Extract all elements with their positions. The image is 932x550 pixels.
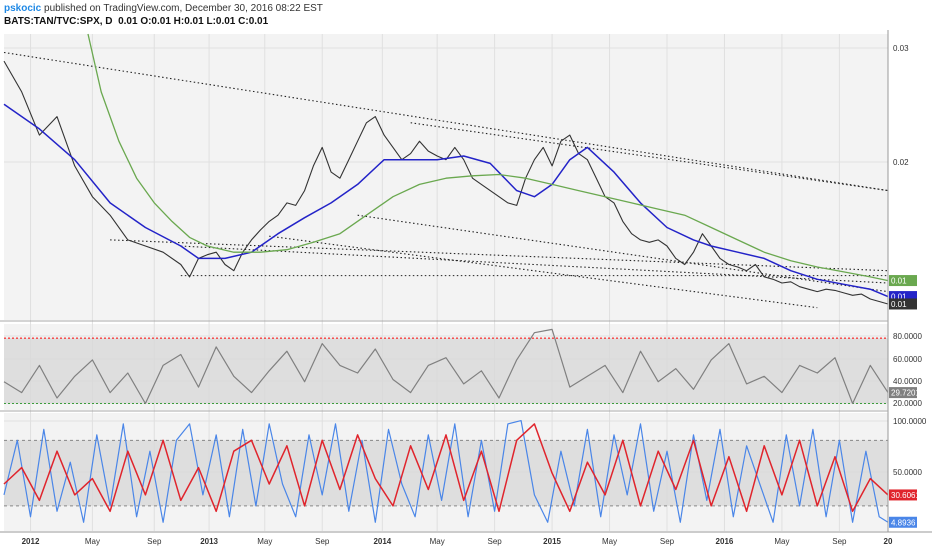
tag-value: 0.01 <box>891 300 907 309</box>
symbol-label: BATS:TAN/TVC:SPX, D <box>4 16 113 27</box>
stoch-k-line[interactable] <box>3 420 889 523</box>
ma-fast-line[interactable] <box>3 103 889 298</box>
last-value-tag: 0.01 <box>889 298 917 310</box>
tag-value: 0.01 <box>891 293 907 302</box>
price-axis[interactable]: 0.03 0.02 80.0000 60.0000 40.0000 20.0000 100.… <box>893 44 927 477</box>
trendlines <box>3 51 889 309</box>
last-value-tag: 4.8936 <box>889 516 917 528</box>
y-tick-label: 40.0000 <box>893 377 922 386</box>
x-tick-label: Sep <box>660 537 675 546</box>
x-tick-label: Sep <box>315 537 330 546</box>
price-line[interactable] <box>3 60 889 305</box>
trendline[interactable] <box>269 235 818 309</box>
publish-info: published on TradingView.com, December 3… <box>41 3 323 14</box>
y-tick-label: 80.0000 <box>893 332 922 341</box>
y-tick-label: 60.0000 <box>893 355 922 364</box>
tag-box <box>889 489 917 501</box>
x-tick-label: 2013 <box>200 537 218 546</box>
x-tick-label: 20 <box>884 537 893 546</box>
publish-line: pskocic published on TradingView.com, De… <box>4 2 323 15</box>
chart-header: pskocic published on TradingView.com, De… <box>4 2 323 28</box>
tag-box <box>889 291 917 303</box>
trendline[interactable] <box>3 51 889 192</box>
band-fill <box>4 338 888 404</box>
ohlc-values: 0.01 O:0.01 H:0.01 L:0.01 C:0.01 <box>118 16 269 27</box>
x-tick-label: May <box>430 537 445 546</box>
tag-value: 29.7201 <box>891 389 920 398</box>
y-tick-label: 0.03 <box>893 44 909 53</box>
y-tick-label: 0.02 <box>893 158 909 167</box>
ma-slow-line[interactable] <box>87 33 889 282</box>
tag-box <box>889 516 917 528</box>
tag-value: 30.6061 <box>891 491 920 500</box>
tag-box <box>889 275 917 287</box>
x-tick-label: May <box>602 537 617 546</box>
trendline[interactable] <box>110 239 889 272</box>
last-value-tag: 0.01 <box>889 275 917 287</box>
tag-value: 4.8936 <box>891 518 916 527</box>
x-tick-label: 2012 <box>22 537 40 546</box>
tag-value: 0.01 <box>891 277 907 286</box>
x-tick-label: 2015 <box>543 537 561 546</box>
x-tick-label: 2014 <box>373 537 391 546</box>
series-lines <box>3 33 889 523</box>
x-tick-label: May <box>85 537 100 546</box>
y-tick-label: 50.0000 <box>893 468 922 477</box>
last-value-tag: 29.7201 <box>889 387 920 399</box>
trendline[interactable] <box>410 122 889 192</box>
last-value-tag: 0.01 <box>889 291 917 303</box>
stoch-d-line[interactable] <box>3 423 889 513</box>
x-tick-label: Sep <box>147 537 162 546</box>
y-tick-label: 20.0000 <box>893 399 922 408</box>
tag-box <box>889 387 917 399</box>
time-axis[interactable]: 2012 May Sep 2013 May Sep 2014 May Sep 2015 May Sep… <box>22 537 893 546</box>
x-tick-label: May <box>774 537 789 546</box>
x-tick-label: 2016 <box>716 537 734 546</box>
rsi-line[interactable] <box>3 328 889 405</box>
trendline[interactable] <box>357 214 889 293</box>
tag-box <box>889 298 917 310</box>
symbol-line: BATS:TAN/TVC:SPX, D 0.01 O:0.01 H:0.01 L… <box>4 15 323 28</box>
price-pane[interactable] <box>4 34 888 320</box>
x-tick-label: Sep <box>488 537 503 546</box>
last-value-tag: 30.6061 <box>889 489 920 501</box>
y-tick-label: 100.0000 <box>893 417 927 426</box>
x-tick-label: Sep <box>832 537 847 546</box>
author-link[interactable]: pskocic <box>4 3 42 14</box>
x-tick-label: May <box>257 537 272 546</box>
